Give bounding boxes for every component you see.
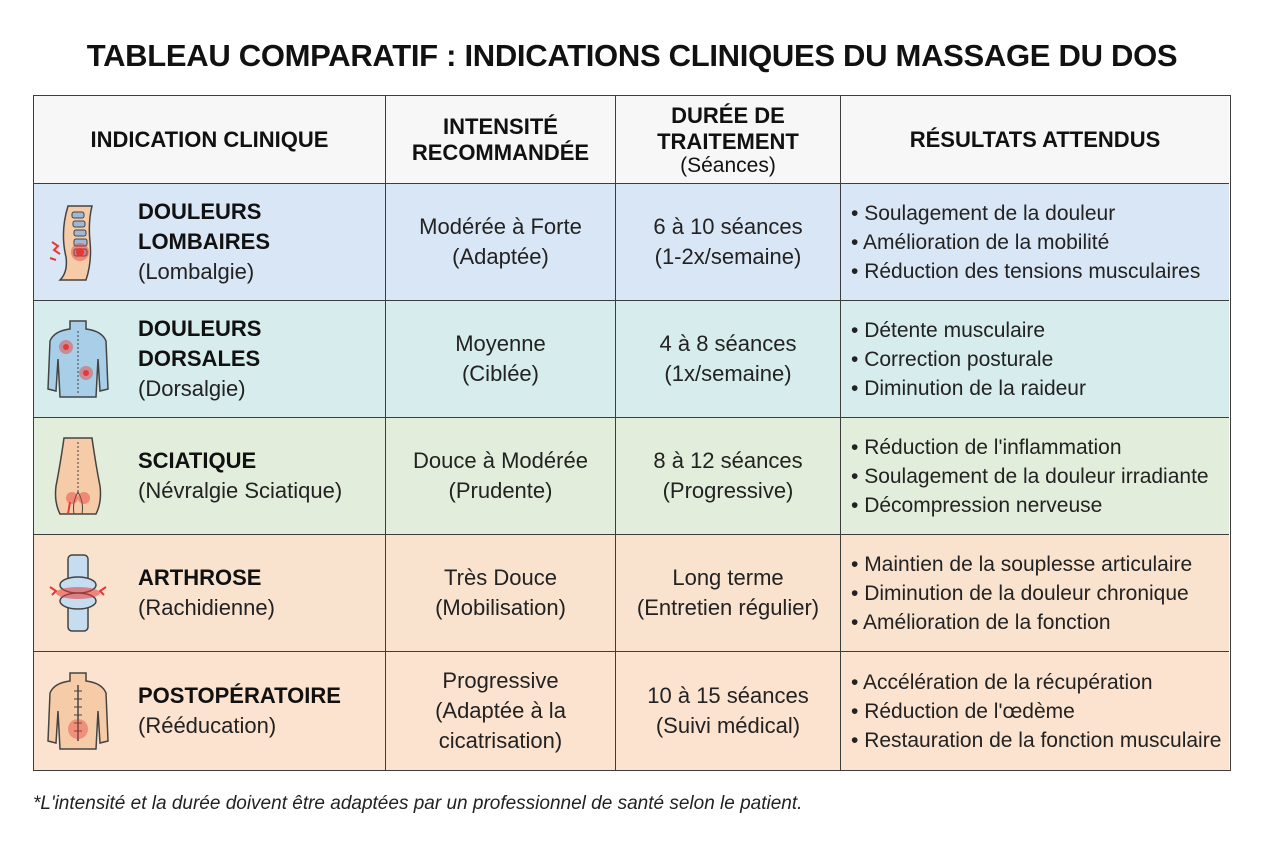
results-cell: Réduction de l'inflammation Soulagement … — [841, 418, 1229, 534]
indication-subtitle: (Rééducation) — [138, 713, 277, 738]
table-header-row: INDICATION CLINIQUE INTENSITÉ RECOMMANDÉ… — [34, 96, 1229, 184]
results-list: Détente musculaire Correction posturale … — [841, 316, 1086, 403]
indication-name: POSTOPÉRATOIRE — [138, 683, 341, 708]
result-item: Diminution de la raideur — [851, 374, 1086, 403]
indication-name: DORSALES — [138, 346, 261, 371]
result-item: Détente musculaire — [851, 316, 1086, 345]
intensity-value: Modérée à Forte — [419, 214, 582, 239]
result-item: Accélération de la récupération — [851, 668, 1221, 697]
duration-value: 8 à 12 séances — [653, 448, 803, 473]
results-list: Réduction de l'inflammation Soulagement … — [841, 433, 1209, 520]
indication-cell: SCIATIQUE (Névralgie Sciatique) — [34, 418, 386, 534]
indication-subtitle: (Rachidienne) — [138, 595, 275, 620]
duration-cell: Long terme (Entretien régulier) — [616, 535, 841, 651]
intensity-value: Moyenne — [455, 331, 546, 356]
results-cell: Soulagement de la douleur Amélioration d… — [841, 184, 1229, 300]
header-results: RÉSULTATS ATTENDUS — [841, 96, 1229, 183]
indication-subtitle: (Dorsalgie) — [138, 376, 246, 401]
indication-cell: DOULEURS DORSALES (Dorsalgie) — [34, 301, 386, 417]
result-item: Soulagement de la douleur — [851, 199, 1200, 228]
indication-cell: DOULEURS LOMBAIRES (Lombalgie) — [34, 184, 386, 300]
indication-name: SCIATIQUE — [138, 448, 257, 473]
duration-value: 10 à 15 séances — [647, 683, 809, 708]
indication-name: DOULEURS — [138, 199, 262, 224]
post-surgery-back-icon — [47, 672, 109, 750]
footnote: *L'intensité et la durée doivent être ad… — [33, 793, 803, 814]
results-cell: Accélération de la récupération Réductio… — [841, 652, 1229, 770]
result-item: Réduction de l'inflammation — [851, 433, 1209, 462]
result-item: Amélioration de la fonction — [851, 608, 1192, 637]
indication-cell: ARTHROSE (Rachidienne) — [34, 535, 386, 651]
header-indication: INDICATION CLINIQUE — [34, 96, 386, 183]
result-item: Diminution de la douleur chronique — [851, 579, 1192, 608]
results-cell: Maintien de la souplesse articulaire Dim… — [841, 535, 1229, 651]
results-list: Soulagement de la douleur Amélioration d… — [841, 199, 1200, 286]
header-duration: DURÉE DE TRAITEMENT (Séances) — [616, 96, 841, 183]
result-item: Amélioration de la mobilité — [851, 228, 1200, 257]
duration-cell: 6 à 10 séances (1-2x/semaine) — [616, 184, 841, 300]
indication-name: ARTHROSE — [138, 565, 262, 590]
duration-cell: 10 à 15 séances (Suivi médical) — [616, 652, 841, 770]
intensity-note: (Prudente) — [448, 478, 553, 503]
result-item: Soulagement de la douleur irradiante — [851, 462, 1208, 491]
intensity-note: (Adaptée) — [452, 244, 549, 269]
page-title: TABLEAU COMPARATIF : INDICATIONS CLINIQU… — [86, 38, 1178, 73]
table-row: POSTOPÉRATOIRE (Rééducation) Progressive… — [34, 652, 1229, 770]
result-item: Maintien de la souplesse articulaire — [851, 550, 1192, 579]
intensity-value: Progressive — [442, 668, 559, 693]
header-duration-line2: TRAITEMENT — [657, 128, 799, 154]
duration-note: (Progressive) — [662, 478, 794, 503]
header-duration-line1: DURÉE DE — [671, 102, 785, 128]
duration-note: (Suivi médical) — [655, 713, 801, 738]
table-row: ARTHROSE (Rachidienne) Très Douce (Mobil… — [34, 535, 1229, 652]
duration-value: 4 à 8 séances — [659, 331, 797, 356]
indication-subtitle: (Névralgie Sciatique) — [138, 478, 343, 503]
result-item: Restauration de la fonction musculaire — [851, 726, 1221, 755]
upper-back-pain-icon — [47, 320, 109, 398]
intensity-cell: Modérée à Forte (Adaptée) — [386, 184, 616, 300]
comparison-table: INDICATION CLINIQUE INTENSITÉ RECOMMANDÉ… — [33, 95, 1231, 771]
intensity-cell: Moyenne (Ciblée) — [386, 301, 616, 417]
results-list: Accélération de la récupération Réductio… — [841, 668, 1221, 755]
result-item: Réduction de l'œdème — [851, 697, 1221, 726]
header-results-label: RÉSULTATS ATTENDUS — [909, 126, 1161, 152]
duration-note: (Entretien régulier) — [636, 595, 820, 620]
intensity-cell: Très Douce (Mobilisation) — [386, 535, 616, 651]
duration-note: (1x/semaine) — [664, 361, 792, 386]
header-intensity-line2: RECOMMANDÉE — [411, 139, 590, 165]
indication-cell: POSTOPÉRATOIRE (Rééducation) — [34, 652, 386, 770]
intensity-note: (Adaptée à la — [435, 698, 566, 723]
header-intensity-line1: INTENSITÉ — [443, 113, 558, 139]
header-indication-label: INDICATION CLINIQUE — [90, 126, 329, 152]
table-row: SCIATIQUE (Névralgie Sciatique) Douce à … — [34, 418, 1229, 535]
duration-cell: 4 à 8 séances (1x/semaine) — [616, 301, 841, 417]
header-intensity: INTENSITÉ RECOMMANDÉE — [386, 96, 616, 183]
results-list: Maintien de la souplesse articulaire Dim… — [841, 550, 1192, 637]
indication-subtitle: (Lombalgie) — [138, 259, 255, 284]
intensity-note: (Mobilisation) — [435, 595, 566, 620]
table-row: DOULEURS DORSALES (Dorsalgie) Moyenne (C… — [34, 301, 1229, 418]
result-item: Décompression nerveuse — [851, 491, 1209, 520]
intensity-value: Très Douce — [444, 565, 557, 590]
duration-note: (1-2x/semaine) — [654, 244, 802, 269]
intensity-cell: Progressive (Adaptée à la cicatrisation) — [386, 652, 616, 770]
header-duration-sub: (Séances) — [680, 153, 776, 177]
intensity-cell: Douce à Modérée (Prudente) — [386, 418, 616, 534]
result-item: Correction posturale — [851, 345, 1086, 374]
table-row: DOULEURS LOMBAIRES (Lombalgie) Modérée à… — [34, 184, 1229, 301]
arthritic-joint-icon — [49, 554, 107, 632]
lumbar-spine-pain-icon — [49, 205, 93, 281]
results-cell: Détente musculaire Correction posturale … — [841, 301, 1229, 417]
sciatic-nerve-icon — [54, 437, 102, 515]
duration-value: Long terme — [672, 565, 784, 590]
indication-name: LOMBAIRES — [138, 229, 270, 254]
intensity-note: cicatrisation) — [438, 728, 563, 753]
intensity-value: Douce à Modérée — [413, 448, 588, 473]
intensity-note: (Ciblée) — [461, 361, 539, 386]
duration-cell: 8 à 12 séances (Progressive) — [616, 418, 841, 534]
result-item: Réduction des tensions musculaires — [851, 257, 1200, 286]
indication-name: DOULEURS — [138, 316, 262, 341]
duration-value: 6 à 10 séances — [653, 214, 803, 239]
